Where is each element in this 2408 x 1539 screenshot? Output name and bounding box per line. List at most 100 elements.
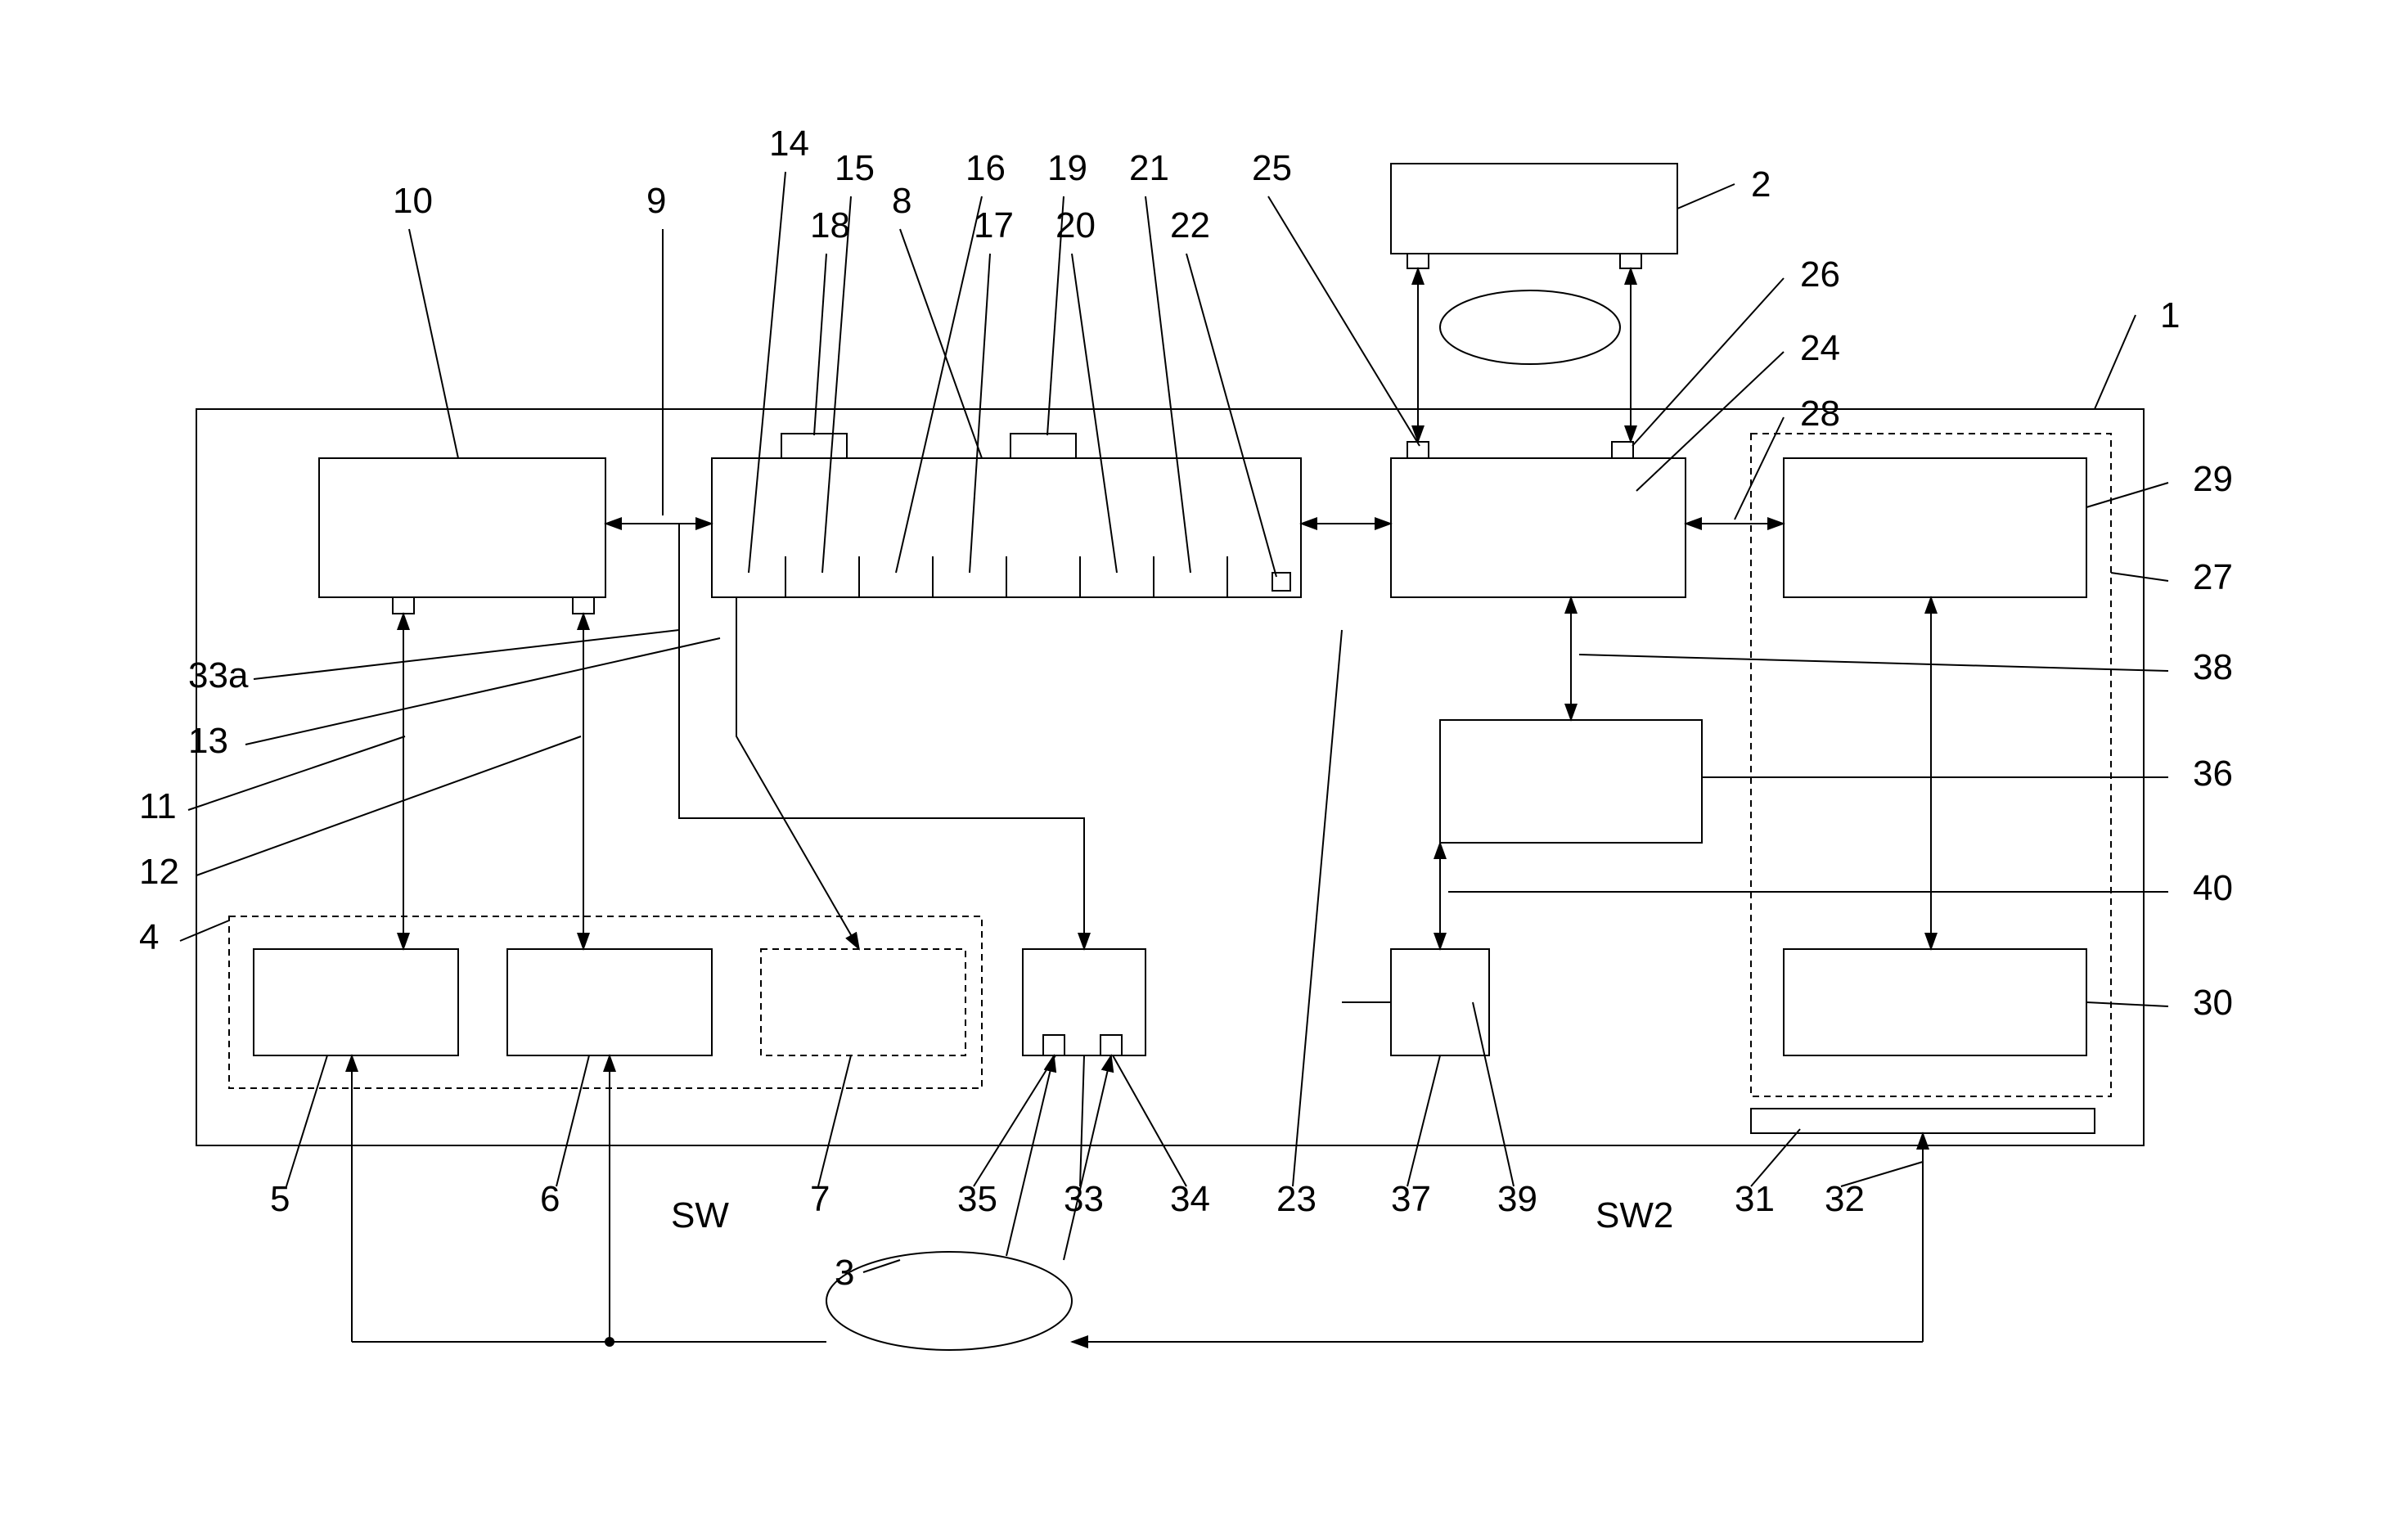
label-22: 22 — [1170, 205, 1210, 245]
bus-2-wireless — [1440, 290, 1620, 364]
label-19: 19 — [1047, 148, 1087, 188]
label-4: 4 — [139, 917, 159, 957]
leader-27 — [2111, 573, 2168, 581]
leader-12 — [196, 736, 581, 875]
leader-35l — [974, 1055, 1055, 1186]
leader-31 — [1751, 1129, 1800, 1186]
label-36: 36 — [2193, 754, 2233, 794]
link-13 — [736, 597, 859, 949]
leader-2 — [1677, 184, 1735, 209]
block-5 — [254, 949, 458, 1055]
technical-block-diagram: 1234567891011121314151617181920212223242… — [0, 0, 2408, 1539]
leader-28 — [1735, 417, 1784, 520]
label-3: 3 — [835, 1253, 854, 1293]
block-7-dashed — [761, 949, 965, 1055]
leader-3 — [863, 1260, 900, 1272]
leader-17 — [970, 254, 990, 573]
block-31 — [1751, 1109, 2095, 1133]
label-5: 5 — [270, 1179, 290, 1219]
label-SW2: SW2 — [1596, 1195, 1673, 1235]
port-11 — [393, 597, 414, 614]
leader-39 — [1473, 1002, 1514, 1186]
leader-24 — [1636, 352, 1784, 491]
labels-layer: 1234567891011121314151617181920212223242… — [139, 124, 2233, 1293]
label-27: 27 — [2193, 557, 2233, 597]
leader-15 — [822, 196, 851, 573]
block-33 — [1023, 949, 1145, 1055]
block-24 — [1391, 458, 1686, 597]
label-25: 25 — [1252, 148, 1292, 188]
port-20 — [1010, 434, 1076, 458]
leader-8 — [900, 229, 982, 458]
label-21: 21 — [1129, 148, 1169, 188]
label-29: 29 — [2193, 459, 2233, 499]
label-18: 18 — [810, 205, 850, 245]
leader-13 — [245, 638, 720, 745]
label-1: 1 — [2160, 295, 2180, 335]
leader-33a — [254, 630, 679, 679]
label-39: 39 — [1497, 1179, 1537, 1219]
label-24: 24 — [1800, 328, 1840, 368]
leader-38 — [1579, 655, 2168, 671]
label-16: 16 — [965, 148, 1006, 188]
leader-4 — [180, 920, 229, 941]
label-31: 31 — [1735, 1179, 1775, 1219]
label-33a: 33a — [188, 655, 249, 695]
label-SW: SW — [671, 1195, 729, 1235]
link-34 — [1064, 1055, 1111, 1260]
block-36 — [1440, 720, 1702, 843]
leader-18 — [814, 254, 826, 435]
label-6: 6 — [540, 1179, 560, 1219]
leader-5 — [286, 1055, 327, 1186]
label-23: 23 — [1276, 1179, 1317, 1219]
label-28: 28 — [1800, 394, 1840, 434]
link-33a — [679, 524, 1084, 949]
leader-22 — [1186, 254, 1276, 577]
bus-3 — [826, 1252, 1072, 1350]
leader-1 — [2095, 315, 2136, 409]
label-12: 12 — [139, 852, 179, 892]
leader-6 — [556, 1055, 589, 1186]
block-29 — [1784, 458, 2086, 597]
port-2-left — [1407, 254, 1429, 268]
link-35 — [1006, 1055, 1054, 1256]
label-34: 34 — [1170, 1179, 1210, 1219]
leader-30 — [2086, 1002, 2168, 1006]
port-2-right — [1620, 254, 1641, 268]
port-26 — [1612, 442, 1633, 458]
leader-33 — [1080, 1055, 1084, 1186]
label-17: 17 — [974, 205, 1014, 245]
port-35 — [1043, 1035, 1064, 1055]
leader-29 — [2086, 483, 2168, 507]
label-20: 20 — [1055, 205, 1096, 245]
label-14: 14 — [769, 124, 809, 164]
leader-20t — [1072, 254, 1117, 573]
block-6 — [507, 949, 712, 1055]
leader-7 — [818, 1055, 851, 1186]
leader-10 — [409, 229, 458, 458]
block-2 — [1391, 164, 1677, 254]
label-15: 15 — [835, 148, 875, 188]
label-30: 30 — [2193, 983, 2233, 1023]
label-26: 26 — [1800, 254, 1840, 295]
label-35: 35 — [957, 1179, 997, 1219]
label-38: 38 — [2193, 647, 2233, 687]
label-37: 37 — [1391, 1179, 1431, 1219]
leader-34l — [1113, 1055, 1186, 1186]
label-9: 9 — [646, 181, 666, 221]
block-10 — [319, 458, 605, 597]
leader-14 — [749, 172, 785, 573]
leader-23 — [1293, 630, 1342, 1186]
leader-26 — [1632, 278, 1784, 446]
leader-37 — [1407, 1055, 1440, 1186]
block-30 — [1784, 949, 2086, 1055]
port-12 — [573, 597, 594, 614]
port-34 — [1100, 1035, 1122, 1055]
label-8: 8 — [892, 181, 911, 221]
label-32: 32 — [1825, 1179, 1865, 1219]
label-10: 10 — [393, 181, 433, 221]
leader-21 — [1145, 196, 1190, 573]
label-11: 11 — [139, 786, 177, 826]
port-18 — [781, 434, 847, 458]
label-7: 7 — [810, 1179, 830, 1219]
